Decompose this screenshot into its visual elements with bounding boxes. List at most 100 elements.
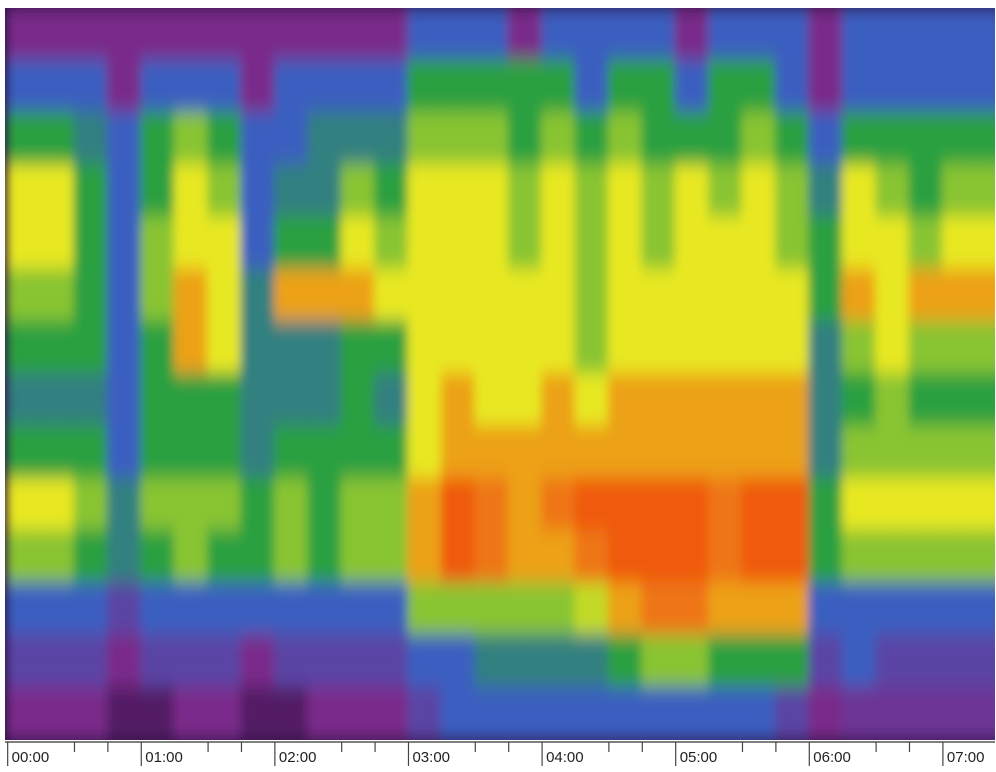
heatmap-cell (708, 582, 743, 636)
heatmap-cell (741, 59, 776, 113)
heatmap-cell (441, 582, 476, 636)
heatmap-cell (341, 530, 376, 584)
heatmap-cell (207, 112, 242, 166)
heatmap-cell (40, 112, 75, 166)
heatmap-cell (374, 59, 409, 113)
heatmap-cell (641, 530, 676, 584)
heatmap-cell (207, 373, 242, 427)
heatmap-cell (741, 425, 776, 479)
heatmap-cell (641, 373, 676, 427)
heatmap-cell (975, 634, 996, 688)
heatmap-cell (641, 7, 676, 61)
heatmap-cell (775, 7, 810, 61)
heatmap-cell (908, 216, 943, 270)
heatmap-cell (341, 478, 376, 532)
heatmap-cell (174, 373, 209, 427)
heatmap-cell (641, 687, 676, 741)
heatmap-cell (741, 268, 776, 322)
heatmap-cell (842, 216, 877, 270)
heatmap-cell (7, 59, 42, 113)
heatmap-cell (842, 582, 877, 636)
heatmap-cell (207, 425, 242, 479)
heatmap-cell (942, 687, 977, 741)
heatmap-cell (40, 321, 75, 375)
heatmap-cell (73, 687, 108, 741)
heatmap-cell (407, 582, 442, 636)
heatmap-cell (975, 164, 996, 218)
heatmap-cell (574, 321, 609, 375)
heatmap-cell (7, 216, 42, 270)
heatmap-cell (374, 530, 409, 584)
heatmap-cell (73, 530, 108, 584)
heatmap-cell (474, 687, 509, 741)
heatmap-cell (73, 268, 108, 322)
heatmap-cell (40, 216, 75, 270)
heatmap-cell (40, 478, 75, 532)
heatmap-cell (775, 268, 810, 322)
heatmap-cell (942, 321, 977, 375)
heatmap-cell (174, 164, 209, 218)
heatmap-cell (574, 478, 609, 532)
heatmap-cell (574, 7, 609, 61)
heatmap-cell (341, 216, 376, 270)
heatmap-cell (608, 268, 643, 322)
heatmap-cell (274, 59, 309, 113)
heatmap-cell (808, 582, 843, 636)
heatmap-cell (541, 530, 576, 584)
heatmap-cell (207, 530, 242, 584)
heatmap-cell (474, 321, 509, 375)
heatmap-cell (975, 216, 996, 270)
heatmap-cell (274, 425, 309, 479)
heatmap-cell (274, 373, 309, 427)
heatmap-cell (942, 216, 977, 270)
heatmap-cell (975, 7, 996, 61)
heatmap-cell (908, 582, 943, 636)
heatmap-cell (274, 321, 309, 375)
heatmap-cell (641, 216, 676, 270)
heatmap-cell (474, 530, 509, 584)
heatmap-cell (307, 687, 342, 741)
heatmap-cell (574, 530, 609, 584)
heatmap-cell (508, 425, 543, 479)
heatmap-cell (541, 425, 576, 479)
heatmap-cell (107, 478, 142, 532)
heatmap-cell (307, 634, 342, 688)
x-tick-label: 05:00 (680, 749, 718, 766)
heatmap-cell (775, 112, 810, 166)
spectrogram-chart: 00:0001:0002:0003:0004:0005:0006:0007:00 (0, 0, 996, 772)
heatmap-cell (240, 634, 275, 688)
heatmap-cell (341, 112, 376, 166)
heatmap-cell (808, 164, 843, 218)
heatmap-cell (73, 373, 108, 427)
heatmap-cell (908, 634, 943, 688)
heatmap-cell (474, 373, 509, 427)
heatmap-cell (875, 7, 910, 61)
heatmap-cell (675, 112, 710, 166)
heatmap-cell (675, 216, 710, 270)
heatmap-cell (140, 582, 175, 636)
heatmap-cell (508, 321, 543, 375)
heatmap-cell (775, 216, 810, 270)
heatmap-cell (174, 478, 209, 532)
heatmap-cell (274, 7, 309, 61)
heatmap-cell (441, 216, 476, 270)
heatmap-cell (140, 687, 175, 741)
heatmap-cell (775, 687, 810, 741)
heatmap-cell (374, 164, 409, 218)
heatmap-cell (374, 112, 409, 166)
heatmap-cell (508, 582, 543, 636)
heatmap-cell (708, 216, 743, 270)
heatmap-cell (274, 112, 309, 166)
heatmap-cell (508, 373, 543, 427)
heatmap-cell (407, 634, 442, 688)
heatmap-cell (40, 373, 75, 427)
heatmap-cell (775, 634, 810, 688)
heatmap-cell (875, 478, 910, 532)
heatmap-cell (240, 7, 275, 61)
heatmap-cell (741, 7, 776, 61)
heatmap-cell (374, 321, 409, 375)
heatmap-cell (307, 530, 342, 584)
heatmap-cell (240, 112, 275, 166)
heatmap-cell (842, 321, 877, 375)
heatmap-cell (741, 634, 776, 688)
